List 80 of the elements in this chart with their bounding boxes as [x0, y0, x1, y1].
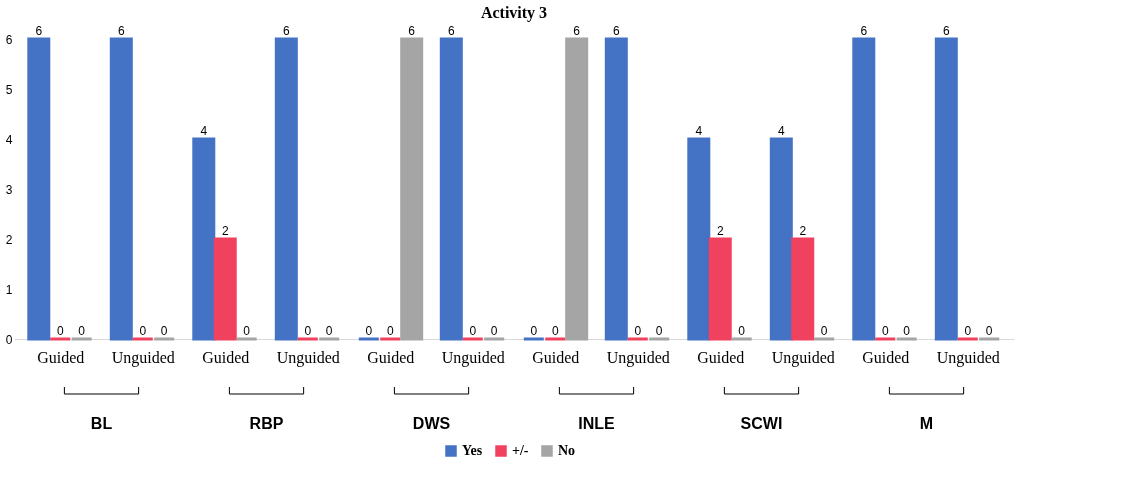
bar [565, 37, 589, 341]
data-label: 0 [655, 324, 663, 338]
legend-label: No [558, 443, 576, 458]
data-label: 6 [612, 24, 620, 38]
y-tick-label: 2 [5, 232, 13, 247]
bar [109, 37, 133, 341]
bar [213, 237, 237, 341]
x-tick-label: Unguided [276, 348, 340, 367]
data-label: 2 [799, 224, 807, 238]
x-tick-label: Unguided [771, 348, 835, 367]
data-label: 0 [243, 324, 251, 338]
x-tick-label: Unguided [111, 348, 175, 367]
data-label: 6 [860, 24, 868, 38]
bar [791, 237, 815, 341]
data-label: 0 [469, 324, 477, 338]
bar [708, 237, 732, 341]
x-tick-label: Unguided [606, 348, 670, 367]
data-label: 4 [695, 124, 703, 138]
data-label: 0 [964, 324, 972, 338]
data-label: 2 [716, 224, 724, 238]
x-tick-label: Unguided [441, 348, 505, 367]
text: INLE [578, 415, 616, 432]
y-tick-label: 4 [5, 132, 13, 147]
text: DWS [412, 415, 451, 432]
bar [769, 137, 793, 341]
data-label: 0 [365, 324, 373, 338]
data-label: 0 [985, 324, 993, 338]
y-tick-label: 0 [5, 332, 13, 347]
x-tick-label: Guided [697, 348, 745, 366]
data-label: 0 [56, 324, 64, 338]
data-label: 6 [282, 24, 290, 38]
bar [400, 37, 424, 341]
text: BL [90, 415, 113, 432]
data-label: 6 [942, 24, 950, 38]
bar [274, 37, 298, 341]
data-label: 0 [139, 324, 147, 338]
data-label: 4 [777, 124, 785, 138]
data-label: 0 [903, 324, 911, 338]
data-label: 0 [738, 324, 746, 338]
data-label: 0 [530, 324, 538, 338]
x-tick-label: Guided [532, 348, 580, 366]
bar [934, 37, 958, 341]
text: SCWI [740, 415, 783, 432]
chart-title: Activity 3 [480, 4, 548, 22]
data-label: 0 [634, 324, 642, 338]
data-label: 6 [408, 24, 416, 38]
y-tick-label: 1 [5, 282, 13, 297]
data-label: 6 [573, 24, 581, 38]
bar [192, 137, 216, 341]
bar [27, 37, 51, 341]
data-label: 0 [325, 324, 333, 338]
data-label: 2 [221, 224, 229, 238]
bar [439, 37, 463, 341]
data-label: 0 [551, 324, 559, 338]
data-label: 0 [490, 324, 498, 338]
text: RBP [249, 415, 284, 432]
data-label: 0 [881, 324, 889, 338]
data-label: 4 [200, 124, 208, 138]
y-tick-label: 5 [5, 82, 13, 97]
legend-label: Yes [462, 443, 483, 458]
data-label: 0 [386, 324, 394, 338]
bar [687, 137, 711, 341]
data-label: 6 [117, 24, 125, 38]
y-tick-label: 6 [5, 32, 13, 47]
x-tick-label: Guided [367, 348, 415, 366]
data-label: 0 [820, 324, 828, 338]
data-label: 0 [78, 324, 86, 338]
data-label: 6 [35, 24, 43, 38]
bar [852, 37, 876, 341]
x-tick-label: Guided [862, 348, 910, 366]
x-tick-label: Guided [37, 348, 85, 366]
data-label: 0 [304, 324, 312, 338]
data-label: 0 [160, 324, 168, 338]
data-label: 6 [447, 24, 455, 38]
x-tick-label: Guided [202, 348, 250, 366]
y-tick-label: 3 [5, 182, 13, 197]
legend-label: +/- [512, 443, 529, 458]
text: M [919, 415, 934, 432]
x-tick-label: Unguided [936, 348, 1000, 367]
bar [604, 37, 628, 341]
